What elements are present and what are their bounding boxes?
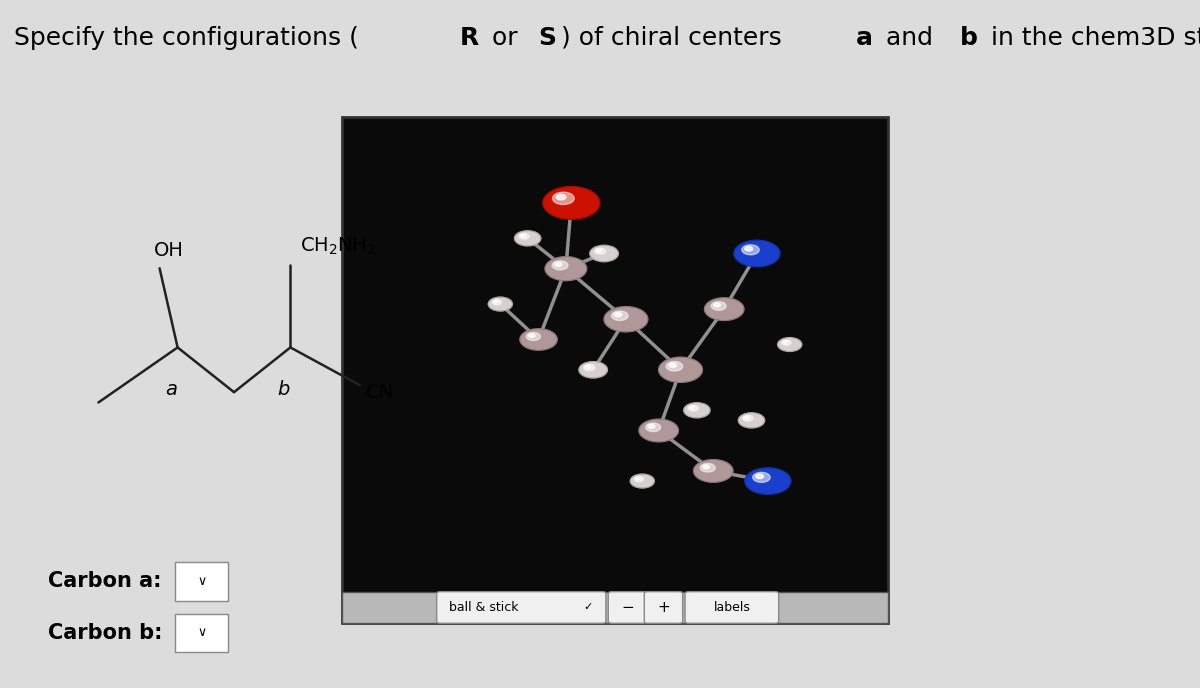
- Circle shape: [542, 186, 600, 219]
- Text: b: b: [277, 380, 289, 400]
- Circle shape: [586, 365, 590, 368]
- Circle shape: [612, 311, 628, 321]
- Circle shape: [614, 312, 622, 317]
- Text: −: −: [622, 600, 634, 615]
- FancyBboxPatch shape: [175, 562, 228, 601]
- Circle shape: [638, 419, 678, 442]
- Circle shape: [630, 474, 654, 488]
- Text: ) of chiral centers: ) of chiral centers: [562, 26, 790, 50]
- Text: OH: OH: [154, 241, 184, 260]
- Circle shape: [527, 332, 540, 341]
- Circle shape: [635, 477, 643, 482]
- Circle shape: [554, 262, 562, 266]
- Circle shape: [738, 413, 764, 428]
- Text: and: and: [878, 26, 941, 50]
- Text: Carbon a:: Carbon a:: [48, 571, 162, 592]
- Circle shape: [684, 402, 710, 418]
- FancyBboxPatch shape: [342, 592, 888, 623]
- Circle shape: [742, 245, 760, 255]
- Circle shape: [552, 261, 568, 270]
- FancyBboxPatch shape: [685, 592, 779, 623]
- Circle shape: [712, 301, 726, 310]
- Circle shape: [745, 468, 791, 494]
- Circle shape: [756, 474, 763, 479]
- Circle shape: [701, 464, 715, 472]
- Circle shape: [494, 301, 498, 303]
- Circle shape: [521, 235, 526, 237]
- Circle shape: [703, 465, 709, 469]
- Circle shape: [781, 340, 791, 345]
- Circle shape: [778, 338, 802, 352]
- Circle shape: [578, 362, 607, 378]
- Circle shape: [714, 303, 720, 307]
- Text: CH$_2$NH$_2$: CH$_2$NH$_2$: [300, 235, 376, 257]
- Circle shape: [590, 246, 618, 261]
- Circle shape: [520, 329, 557, 350]
- Text: labels: labels: [714, 601, 750, 614]
- Text: ✓: ✓: [583, 603, 593, 612]
- Text: ball & stick: ball & stick: [449, 601, 518, 614]
- Text: Specify the configurations (: Specify the configurations (: [14, 26, 359, 50]
- FancyBboxPatch shape: [342, 117, 888, 623]
- Circle shape: [518, 233, 529, 239]
- Circle shape: [745, 246, 752, 251]
- Text: or: or: [485, 26, 526, 50]
- Circle shape: [666, 361, 683, 371]
- Text: +: +: [658, 600, 670, 615]
- Circle shape: [604, 307, 648, 332]
- Circle shape: [648, 424, 655, 429]
- Circle shape: [752, 473, 770, 482]
- Circle shape: [744, 416, 749, 419]
- Text: ∨: ∨: [197, 575, 206, 588]
- Circle shape: [595, 248, 606, 255]
- FancyBboxPatch shape: [437, 592, 606, 623]
- Circle shape: [784, 341, 787, 343]
- Text: CN: CN: [366, 383, 394, 402]
- Circle shape: [515, 230, 541, 246]
- Circle shape: [557, 194, 566, 200]
- Circle shape: [583, 365, 594, 371]
- Circle shape: [668, 363, 677, 367]
- Circle shape: [492, 299, 502, 305]
- Circle shape: [659, 357, 702, 383]
- Text: in the chem3D structure below.: in the chem3D structure below.: [983, 26, 1200, 50]
- Circle shape: [596, 249, 601, 252]
- Circle shape: [743, 416, 752, 421]
- Text: ∨: ∨: [197, 627, 206, 639]
- Circle shape: [636, 477, 640, 480]
- FancyBboxPatch shape: [644, 592, 683, 623]
- Text: S: S: [538, 26, 556, 50]
- Circle shape: [646, 423, 661, 431]
- Circle shape: [488, 297, 512, 311]
- FancyBboxPatch shape: [175, 614, 228, 652]
- Circle shape: [704, 298, 744, 321]
- Circle shape: [545, 257, 587, 281]
- Circle shape: [734, 240, 780, 267]
- Circle shape: [689, 405, 698, 411]
- Text: a: a: [166, 380, 178, 400]
- Text: Carbon b:: Carbon b:: [48, 623, 162, 643]
- Circle shape: [694, 460, 733, 482]
- Text: b: b: [960, 26, 978, 50]
- Text: R: R: [460, 26, 479, 50]
- Circle shape: [552, 192, 574, 204]
- FancyBboxPatch shape: [608, 592, 647, 623]
- Circle shape: [690, 406, 695, 409]
- Text: a: a: [857, 26, 874, 50]
- Circle shape: [529, 334, 535, 337]
